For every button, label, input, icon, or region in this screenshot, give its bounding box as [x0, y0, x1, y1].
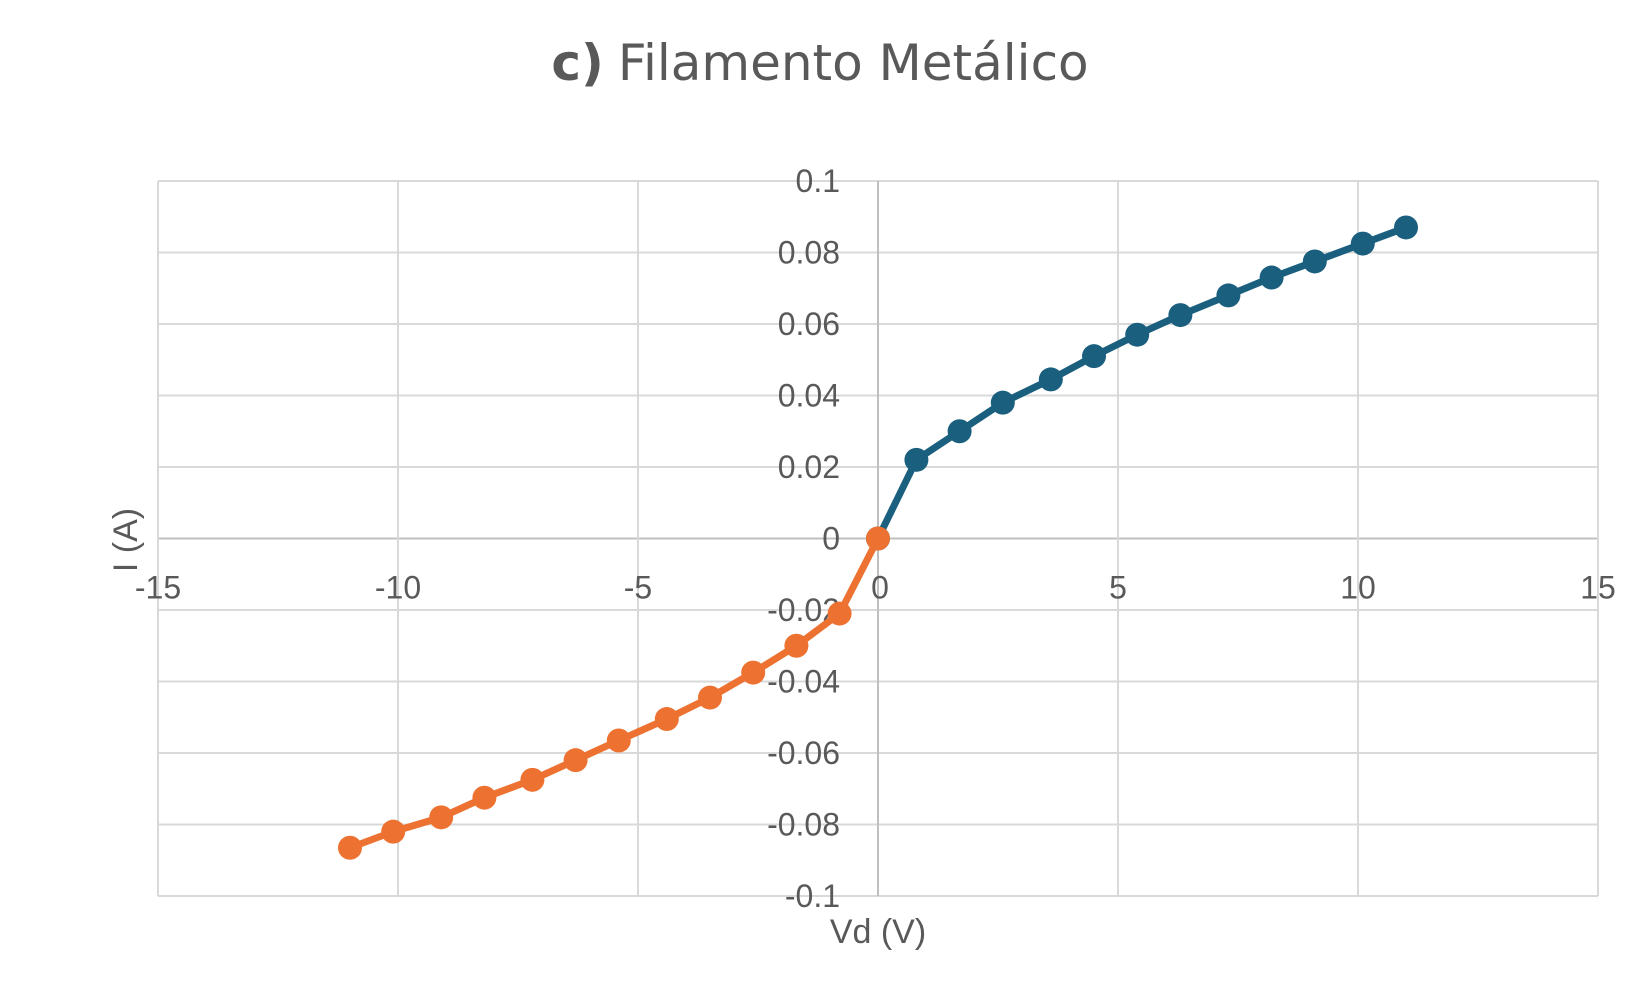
y-tick-label: -0.04 — [767, 664, 840, 700]
data-point — [1038, 367, 1063, 392]
y-axis-title: I (A) — [107, 508, 145, 572]
data-point — [1350, 231, 1375, 256]
y-tick-label: 0 — [822, 521, 840, 557]
data-point — [1168, 303, 1193, 328]
y-tick-label: -0.06 — [767, 735, 840, 771]
tick-labels: 0.10.080.060.040.020-0.02-0.04-0.06-0.08… — [135, 163, 1616, 914]
y-tick-label: 0.02 — [778, 449, 840, 485]
x-tick-label: 5 — [1109, 570, 1127, 606]
data-point — [827, 601, 852, 626]
data-point — [741, 660, 766, 685]
chart-title-prefix: c) — [551, 34, 604, 92]
x-tick-label: 0 — [871, 570, 889, 606]
data-point — [1216, 283, 1241, 308]
y-tick-label: -0.08 — [767, 807, 840, 843]
data-point — [1302, 249, 1327, 274]
y-tick-label: 0.1 — [796, 163, 840, 199]
data-point — [866, 526, 890, 551]
y-tick-label: 0.04 — [778, 378, 840, 414]
data-point — [381, 819, 406, 844]
x-axis-title: Vd (V) — [830, 913, 926, 951]
chart-title: c) Filamento Metálico — [551, 34, 1088, 92]
data-point — [1394, 215, 1418, 240]
data-point — [784, 633, 809, 658]
data-point — [563, 748, 588, 773]
data-point — [472, 785, 497, 810]
data-point — [520, 767, 545, 792]
y-tick-label: 0.08 — [778, 235, 840, 271]
data-point — [429, 805, 454, 830]
series-0 — [866, 215, 1418, 551]
series-line — [874, 223, 1410, 542]
data-point — [904, 447, 929, 472]
x-tick-label: -5 — [624, 570, 652, 606]
chart-title-text: Filamento Metálico — [618, 34, 1089, 92]
x-tick-label: 15 — [1580, 570, 1616, 606]
series-1 — [338, 526, 890, 860]
data-point — [606, 728, 631, 753]
x-tick-label: 10 — [1340, 570, 1376, 606]
x-tick-label: -10 — [375, 570, 421, 606]
data-point — [698, 685, 722, 710]
data-point — [1082, 344, 1106, 369]
y-tick-label: 0.06 — [778, 306, 840, 342]
data-point — [1125, 322, 1150, 347]
data-point — [1259, 265, 1284, 290]
data-point — [947, 419, 972, 444]
data-point — [990, 390, 1015, 415]
data-point — [338, 835, 362, 860]
data-point — [654, 707, 679, 732]
x-tick-label: -15 — [135, 570, 181, 606]
y-tick-label: -0.1 — [785, 878, 840, 914]
data-series — [338, 215, 1418, 860]
